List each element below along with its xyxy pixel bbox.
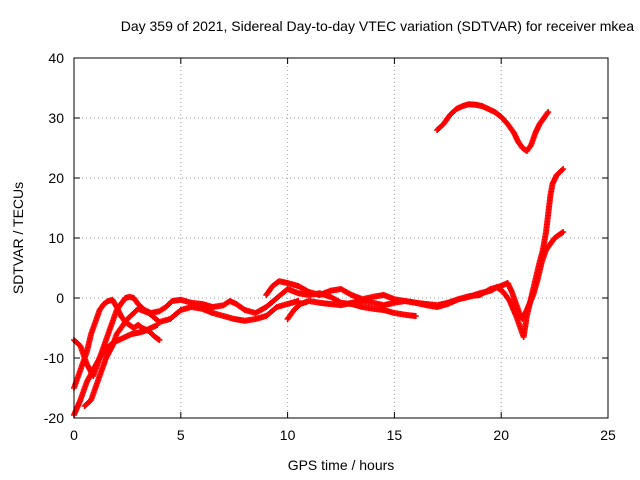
chart-title: Day 359 of 2021, Sidereal Day-to-day VTE…: [120, 18, 634, 34]
x-tick-label: 0: [70, 427, 78, 443]
data-point: [560, 229, 567, 235]
y-tick-label: 20: [48, 170, 64, 186]
series-mkea-trace-7: [434, 101, 552, 154]
data-point: [560, 166, 567, 172]
x-axis-label: GPS time / hours: [287, 457, 395, 473]
x-tick-label: 20: [493, 427, 509, 443]
x-tick-label: 10: [280, 427, 296, 443]
data-series: [71, 101, 567, 418]
y-tick-label: -10: [44, 350, 64, 366]
y-tick-label: 40: [48, 50, 64, 66]
x-tick-label: 15: [387, 427, 403, 443]
data-point: [156, 337, 163, 343]
series-mkea-trace-6: [284, 166, 567, 340]
x-tick-label: 25: [600, 427, 616, 443]
axis-ticks: 0 5 10 15 20 25 -20 -10 0 10 20 30 40: [44, 50, 616, 443]
y-tick-label: 0: [56, 290, 64, 306]
data-point: [412, 313, 419, 319]
y-axis-label: SDTVAR / TECUs: [10, 181, 26, 295]
y-tick-label: 10: [48, 230, 64, 246]
y-tick-label: 30: [48, 110, 64, 126]
data-point: [545, 109, 552, 115]
series-mkea-trace-5: [263, 229, 567, 322]
grid: [74, 58, 608, 418]
x-tick-label: 5: [177, 427, 185, 443]
series-mkea-trace-1: [71, 296, 163, 391]
series-mkea-trace-4: [81, 298, 302, 409]
y-tick-label: -20: [44, 410, 64, 426]
data-point: [559, 167, 566, 173]
